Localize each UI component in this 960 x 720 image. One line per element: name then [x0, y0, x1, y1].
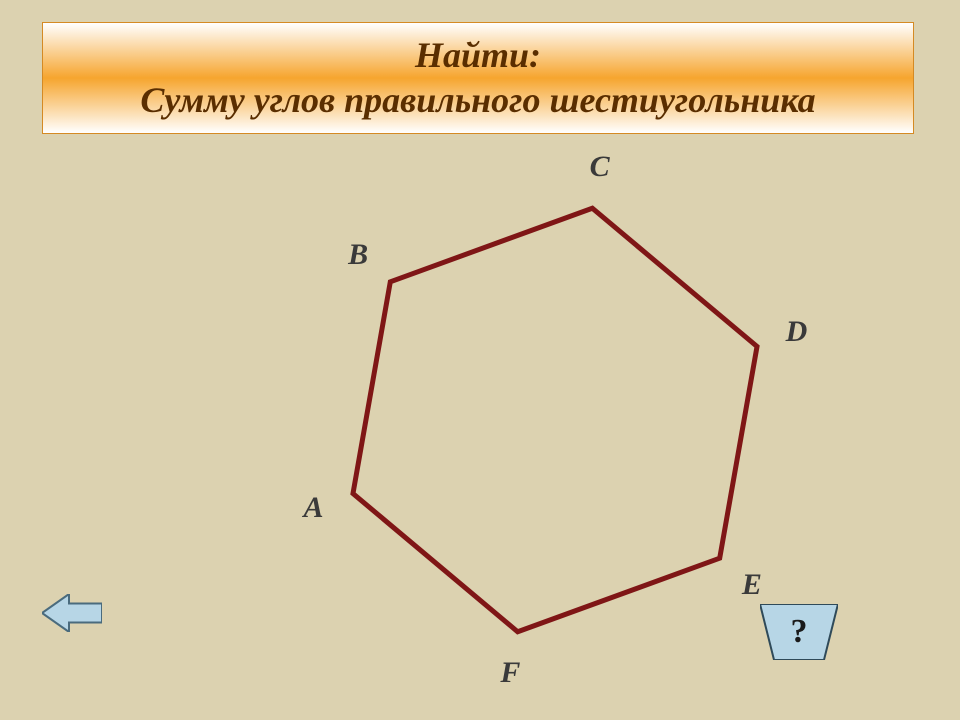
- vertex-label: D: [786, 315, 808, 349]
- vertex-label: A: [303, 491, 323, 525]
- question-button-label: ?: [791, 613, 808, 651]
- vertex-label: E: [742, 568, 762, 602]
- question-button[interactable]: ?: [760, 604, 838, 660]
- hexagon-shape: [353, 208, 757, 631]
- arrow-left-icon: [42, 594, 102, 632]
- vertex-label: F: [500, 656, 520, 690]
- back-arrow-button[interactable]: [42, 594, 102, 632]
- vertex-label: B: [348, 238, 368, 272]
- vertex-label: C: [590, 150, 610, 184]
